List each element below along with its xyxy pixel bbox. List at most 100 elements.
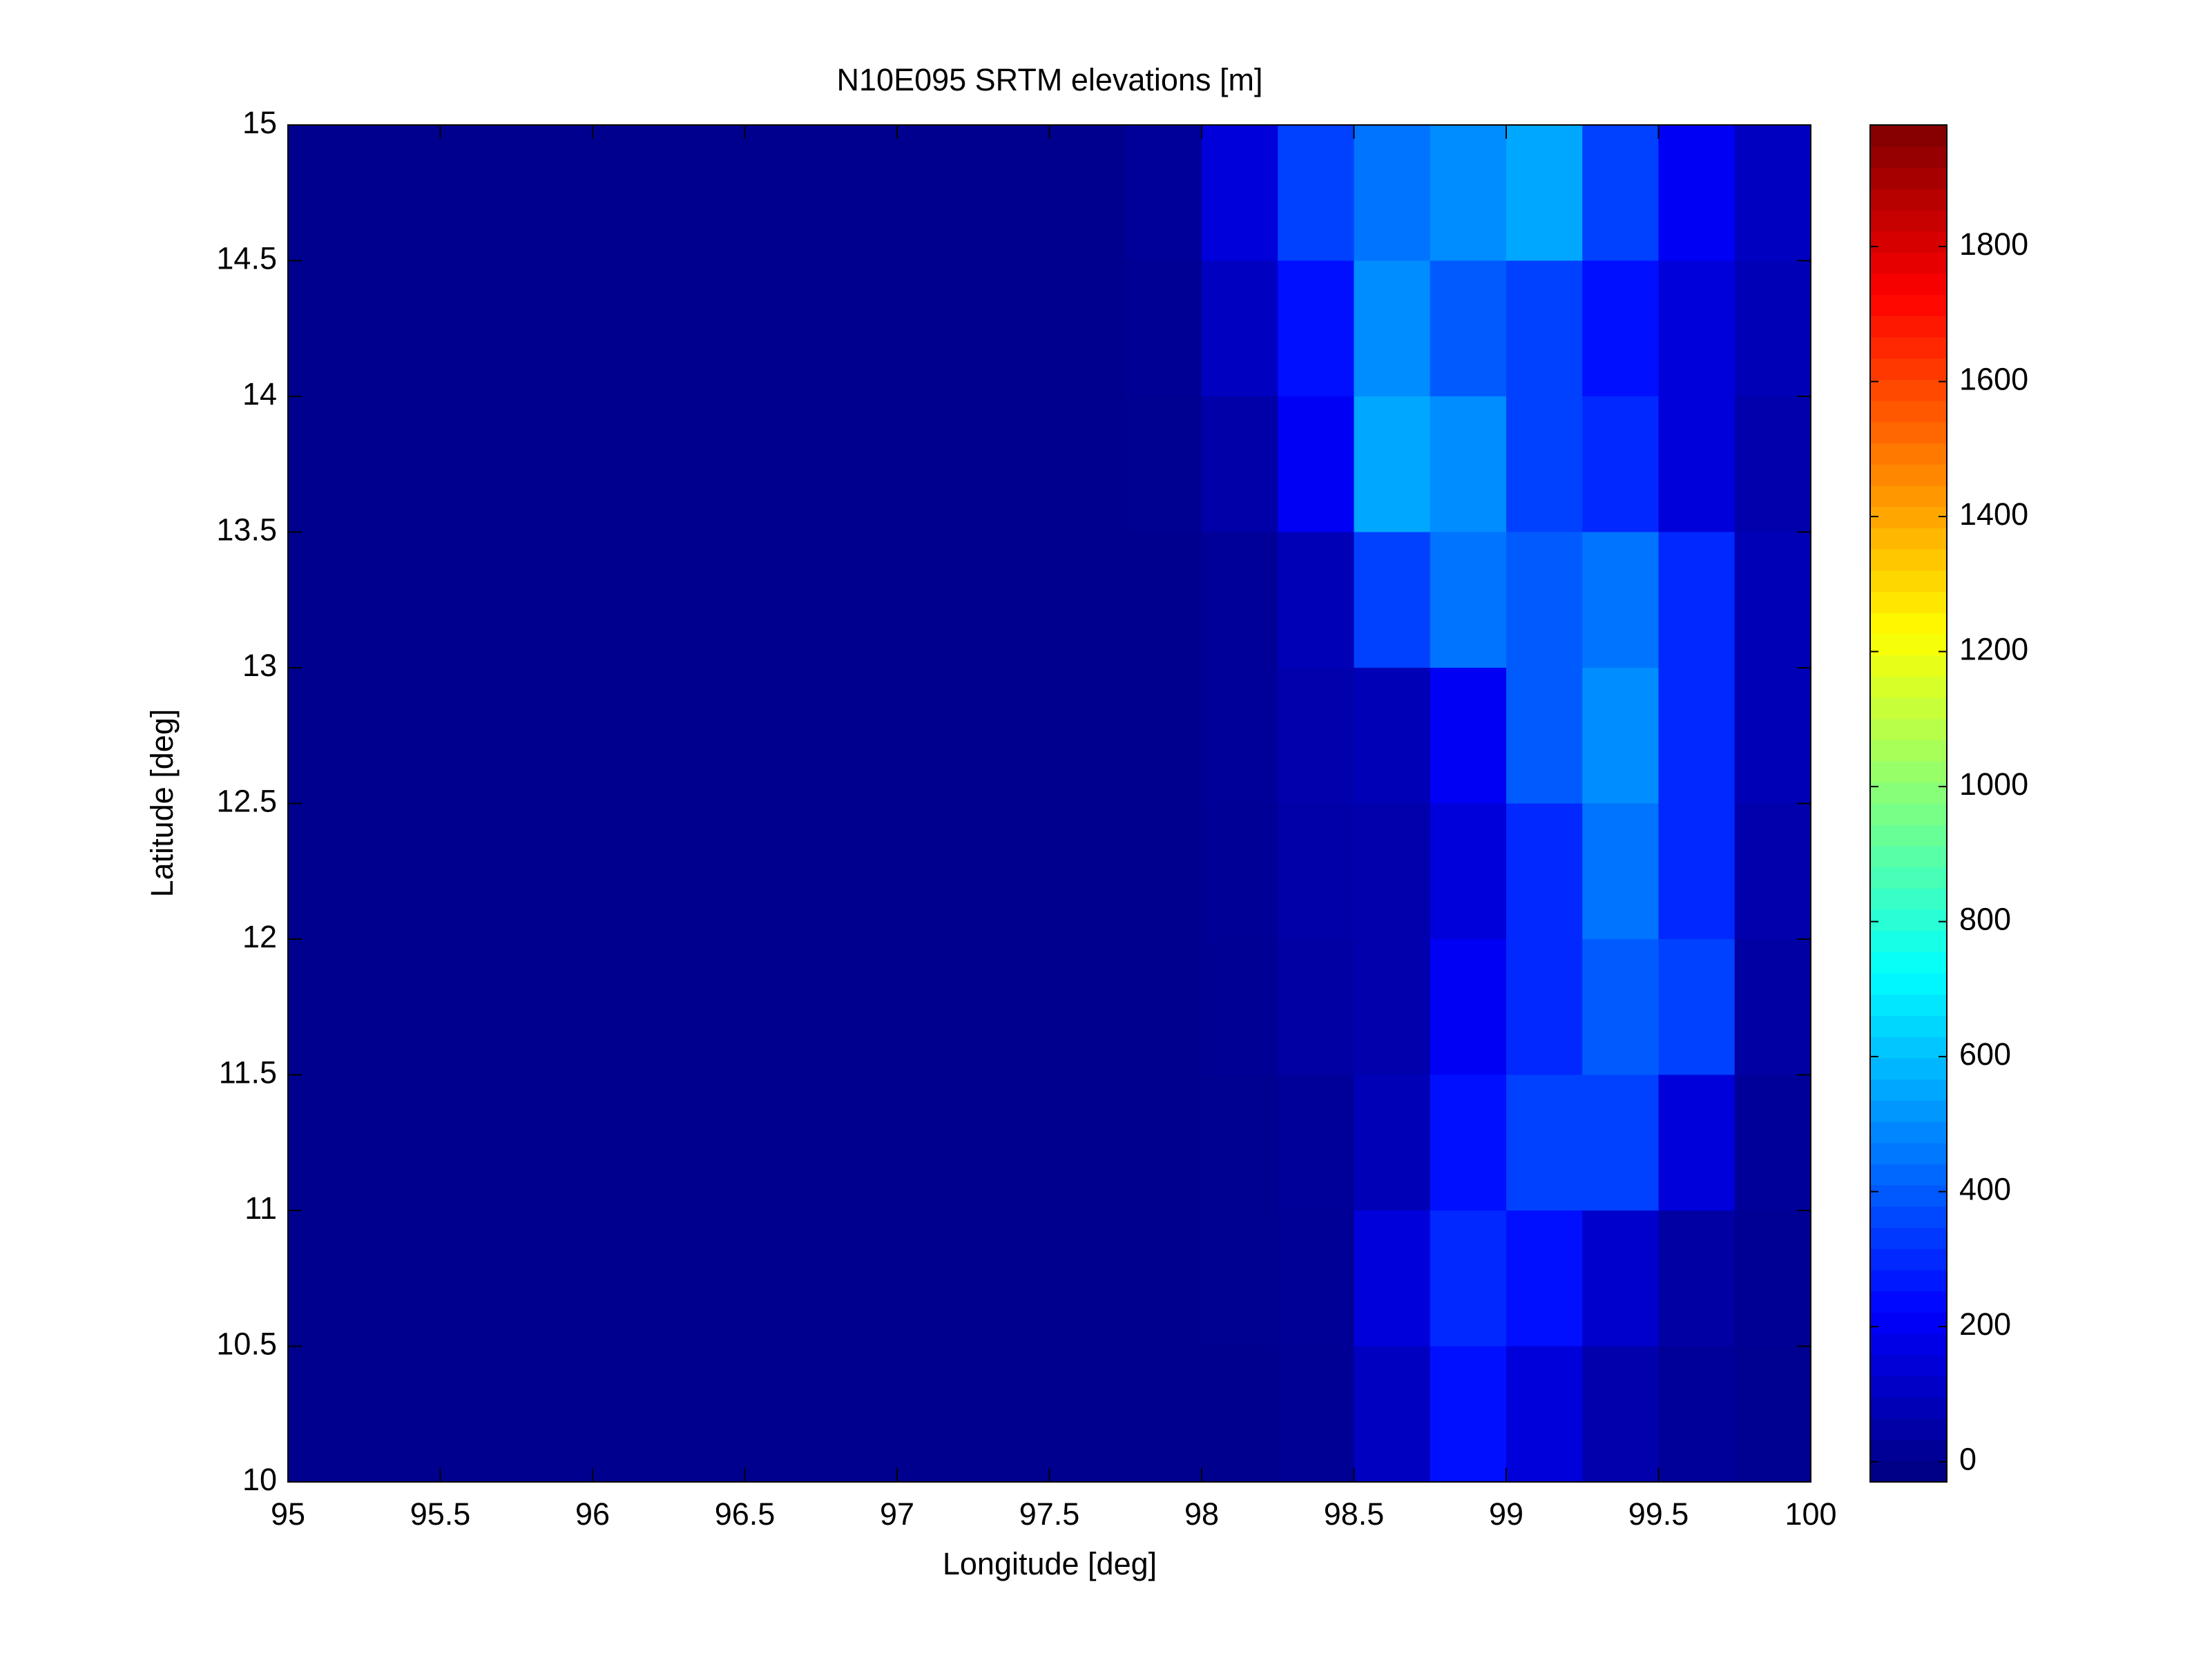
- heatmap-cell: [1582, 939, 1659, 1075]
- heatmap-cell: [820, 396, 898, 532]
- colorbar-segment: [1870, 676, 1947, 698]
- heatmap-cell: [897, 125, 974, 261]
- colorbar-tick-label: 1200: [1959, 631, 2028, 666]
- heatmap-cell: [593, 125, 669, 261]
- heatmap-cell: [1658, 1346, 1735, 1483]
- heatmap-cell: [669, 1211, 745, 1347]
- heatmap-cell: [1202, 939, 1278, 1075]
- colorbar-segment: [1870, 994, 1947, 1016]
- heatmap-cell: [1354, 1211, 1431, 1347]
- heatmap-cell: [1658, 1211, 1735, 1347]
- heatmap-cell: [1506, 1211, 1583, 1347]
- colorbar-tick-label: 200: [1959, 1307, 2011, 1342]
- colorbar-segment: [1870, 1185, 1947, 1207]
- heatmap-cell: [744, 668, 822, 804]
- heatmap-cell: [593, 532, 669, 668]
- heatmap-cell: [593, 396, 669, 532]
- heatmap-cell: [669, 125, 745, 261]
- heatmap-cell: [820, 803, 898, 940]
- x-tick-label: 100: [1785, 1496, 1836, 1532]
- heatmap-cell: [288, 803, 365, 940]
- colorbar-segment: [1870, 1079, 1947, 1101]
- heatmap-cell: [1582, 1346, 1659, 1483]
- colorbar-segment: [1870, 591, 1947, 613]
- heatmap-cell: [1202, 1074, 1278, 1211]
- heatmap-cell: [1049, 1074, 1126, 1211]
- heatmap-cell: [820, 125, 898, 261]
- x-tick-label: 97: [880, 1496, 914, 1532]
- heatmap-cell: [820, 1074, 898, 1211]
- colorbar-segment: [1870, 231, 1947, 253]
- heatmap-cell: [973, 532, 1050, 668]
- colorbar-segment: [1870, 1291, 1947, 1313]
- heatmap-cell: [973, 803, 1050, 940]
- heatmap-cell: [288, 260, 365, 397]
- heatmap-cell: [1582, 125, 1659, 261]
- heatmap-cell: [288, 668, 365, 804]
- colorbar-segment: [1870, 570, 1947, 592]
- heatmap-cell: [1125, 803, 1202, 940]
- colorbar-segment: [1870, 718, 1947, 740]
- heatmap-cell: [897, 939, 974, 1075]
- heatmap-cell: [516, 939, 593, 1075]
- colorbar-segment: [1870, 167, 1947, 189]
- heatmap-cell: [1354, 1074, 1431, 1211]
- heatmap-cell: [1049, 125, 1126, 261]
- heatmap-cell: [1658, 803, 1735, 940]
- colorbar-segment: [1870, 613, 1947, 635]
- colorbar-segment: [1870, 421, 1947, 444]
- colorbar-segment: [1870, 337, 1947, 359]
- colorbar-segment: [1870, 401, 1947, 423]
- heatmap-cell: [1582, 532, 1659, 668]
- heatmap-cell: [897, 803, 974, 940]
- heatmap-cell: [1202, 1211, 1278, 1347]
- heatmap-cell: [1354, 260, 1431, 397]
- heatmap-cell: [1278, 1346, 1354, 1483]
- colorbar-segment: [1870, 867, 1947, 889]
- x-tick-label: 99.5: [1628, 1496, 1689, 1532]
- heatmap-cell: [593, 803, 669, 940]
- colorbar-segment: [1870, 209, 1947, 232]
- colorbar-tick-label: 1000: [1959, 767, 2028, 802]
- colorbar-segment: [1870, 506, 1947, 528]
- heatmap-cell: [1049, 396, 1126, 532]
- heatmap-cell: [516, 1074, 593, 1211]
- heatmap-cell: [1506, 668, 1583, 804]
- heatmap-cell: [1354, 532, 1431, 668]
- heatmap-cell: [1734, 532, 1811, 668]
- colorbar-tick-label: 0: [1959, 1442, 1977, 1477]
- colorbar-segment: [1870, 1100, 1947, 1122]
- heatmap-cell: [1582, 1074, 1659, 1211]
- colorbar-segment: [1870, 930, 1947, 953]
- heatmap-cell: [669, 532, 745, 668]
- heatmap-cell: [1506, 1074, 1583, 1211]
- heatmap-cell: [1582, 668, 1659, 804]
- heatmap-cell: [1430, 939, 1507, 1075]
- heatmap-cell: [1278, 260, 1354, 397]
- heatmap-cell: [288, 1074, 365, 1211]
- heatmap-cell: [1049, 668, 1126, 804]
- heatmap-cell: [1202, 1346, 1278, 1483]
- heatmap-cell: [897, 1346, 974, 1483]
- y-tick-label: 10.5: [216, 1326, 277, 1361]
- chart-title: N10E095 SRTM elevations [m]: [837, 62, 1263, 97]
- heatmap-cell: [669, 668, 745, 804]
- heatmap-cell: [1734, 1074, 1811, 1211]
- heatmap-cell: [1125, 1346, 1202, 1483]
- heatmap-cell: [1658, 1074, 1735, 1211]
- heatmap-cell: [669, 1074, 745, 1211]
- colorbar-segment: [1870, 1121, 1947, 1144]
- heatmap-cell: [744, 396, 822, 532]
- heatmap-cell: [1125, 1074, 1202, 1211]
- heatmap-cell: [1354, 939, 1431, 1075]
- heatmap-cell: [669, 396, 745, 532]
- x-tick-label: 99: [1489, 1496, 1523, 1532]
- heatmap-cell: [440, 532, 517, 668]
- heatmap-cell: [1734, 260, 1811, 397]
- heatmap-cell: [593, 1211, 669, 1347]
- heatmap-cell: [1430, 803, 1507, 940]
- heatmap-cell: [1278, 532, 1354, 668]
- colorbar-segment: [1870, 379, 1947, 401]
- colorbar-segment: [1870, 825, 1947, 847]
- heatmap-cell: [1430, 1346, 1507, 1483]
